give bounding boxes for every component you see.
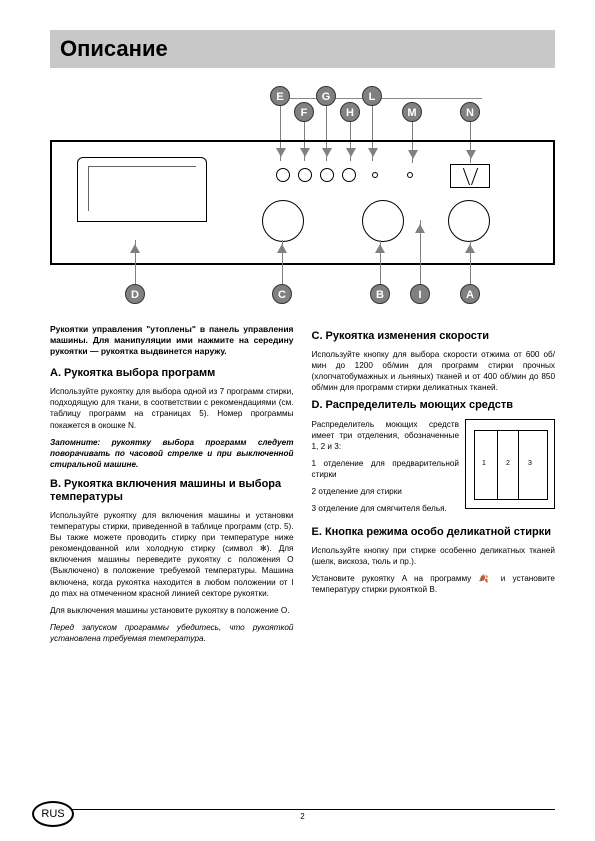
title-band: Описание bbox=[50, 30, 555, 68]
dial-a-icon bbox=[448, 200, 490, 242]
section-a-note: Запомните: рукоятку выбора программ след… bbox=[50, 437, 294, 470]
callout-B: B bbox=[370, 284, 390, 304]
callout-H: H bbox=[340, 102, 360, 122]
callout-E: E bbox=[270, 86, 290, 106]
language-badge: RUS bbox=[32, 801, 74, 827]
section-e-p2: Установите рукоятку A на программу 🍂 и у… bbox=[312, 573, 556, 595]
dial-c-icon bbox=[262, 200, 304, 242]
right-column: C. Рукоятка изменения скорости Используй… bbox=[312, 324, 556, 650]
section-c-p1: Используйте кнопку для выбора скорости о… bbox=[312, 349, 556, 393]
callout-F: F bbox=[294, 102, 314, 122]
detergent-drawer-icon bbox=[77, 157, 207, 222]
page-number: 2 bbox=[300, 812, 304, 821]
small-button-icon bbox=[276, 168, 290, 182]
section-b-p2: Для выключения машины установите рукоятк… bbox=[50, 605, 294, 616]
footer: RUS 2 bbox=[50, 809, 555, 823]
panel-outline bbox=[50, 140, 555, 265]
display-window-icon bbox=[450, 164, 490, 188]
dial-b-icon bbox=[362, 200, 404, 242]
section-d-heading: D. Распределитель моющих средств bbox=[312, 399, 556, 412]
section-e-p1: Используйте кнопку при стирке особенно д… bbox=[312, 545, 556, 567]
callout-C: C bbox=[272, 284, 292, 304]
small-button-icon bbox=[342, 168, 356, 182]
callout-I: I bbox=[410, 284, 430, 304]
section-b-p3: Перед запуском программы убедитесь, что … bbox=[50, 622, 294, 644]
indicator-icon bbox=[372, 172, 378, 178]
small-button-icon bbox=[298, 168, 312, 182]
section-b-heading: B. Рукоятка включения машины и выбора те… bbox=[50, 478, 294, 504]
callout-N: N bbox=[460, 102, 480, 122]
callout-G: G bbox=[316, 86, 336, 106]
indicator-icon bbox=[407, 172, 413, 178]
section-c-heading: C. Рукоятка изменения скорости bbox=[312, 330, 556, 343]
section-b-p1: Используйте рукоятку для включения машин… bbox=[50, 510, 294, 599]
two-column-layout: Рукоятки управления "утоплены" в панель … bbox=[50, 324, 555, 650]
callout-M: M bbox=[402, 102, 422, 122]
detergent-figure: 1 2 3 bbox=[465, 419, 555, 509]
left-column: Рукоятки управления "утоплены" в панель … bbox=[50, 324, 294, 650]
section-a-heading: A. Рукоятка выбора программ bbox=[50, 367, 294, 380]
page-title: Описание bbox=[60, 36, 545, 62]
callout-A: A bbox=[460, 284, 480, 304]
control-panel-diagram: E F G H L M N D C B I A bbox=[50, 80, 555, 310]
section-a-p1: Используйте рукоятку для выбора одной из… bbox=[50, 386, 294, 430]
callout-D: D bbox=[125, 284, 145, 304]
small-button-icon bbox=[320, 168, 334, 182]
intro-text: Рукоятки управления "утоплены" в панель … bbox=[50, 324, 294, 357]
callout-L: L bbox=[362, 86, 382, 106]
section-e-heading: E. Кнопка режима особо деликатной стирки bbox=[312, 526, 556, 539]
